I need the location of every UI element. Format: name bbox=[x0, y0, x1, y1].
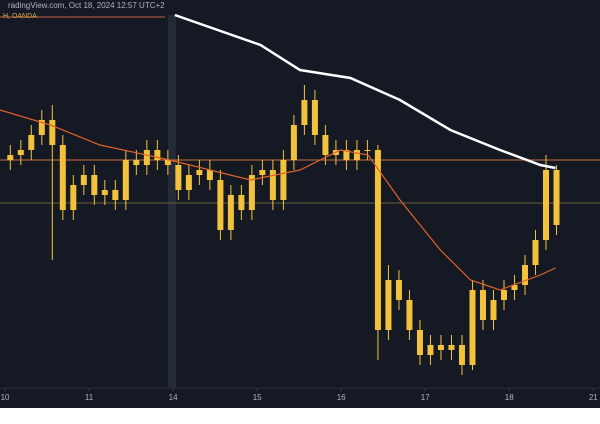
x-tick-label: 17 bbox=[421, 393, 430, 402]
moving-average bbox=[174, 13, 556, 170]
session-band bbox=[168, 15, 176, 388]
candle-body bbox=[59, 145, 66, 210]
candle-body bbox=[374, 150, 381, 330]
candle-body bbox=[322, 135, 329, 155]
candle-body bbox=[522, 265, 528, 285]
candle-body bbox=[479, 290, 486, 320]
candle-body bbox=[385, 280, 392, 330]
source-text: radingView.com, Oct 18, 2024 12:57 UTC+2 bbox=[8, 1, 165, 10]
candle-body bbox=[196, 170, 203, 175]
candle-body bbox=[154, 150, 161, 160]
candle-body bbox=[28, 135, 35, 150]
candle-body bbox=[133, 160, 140, 165]
candle-body bbox=[553, 170, 560, 225]
chart-background bbox=[0, 0, 600, 408]
x-tick-label: 15 bbox=[253, 393, 262, 402]
candle-body bbox=[91, 175, 98, 195]
candle-body bbox=[511, 285, 518, 290]
candle-body bbox=[311, 100, 318, 135]
candle-body bbox=[143, 150, 150, 165]
candle-body bbox=[353, 150, 360, 160]
candle-body bbox=[112, 190, 119, 200]
candle-body bbox=[280, 160, 287, 200]
candle-body bbox=[122, 160, 129, 200]
candle-body bbox=[406, 300, 413, 330]
candle-body bbox=[500, 290, 507, 300]
candle-body bbox=[175, 165, 182, 190]
candle-body bbox=[238, 195, 245, 210]
candle-body bbox=[259, 170, 266, 175]
x-tick-label: 16 bbox=[337, 393, 346, 402]
candle-body bbox=[206, 170, 213, 180]
candle-body bbox=[248, 175, 255, 210]
candle-body bbox=[164, 160, 171, 165]
candle-body bbox=[185, 175, 192, 190]
moving-average bbox=[0, 109, 556, 291]
candle-body bbox=[38, 120, 45, 135]
symbol-text: H, OANDA bbox=[3, 13, 37, 20]
candle-body bbox=[416, 330, 423, 355]
candle-body bbox=[343, 150, 350, 160]
candle-body bbox=[227, 195, 234, 230]
candle-body bbox=[532, 240, 539, 265]
candle-body bbox=[427, 345, 434, 355]
candle-body bbox=[490, 300, 497, 320]
candle-body bbox=[301, 100, 308, 125]
candle-body bbox=[458, 345, 465, 365]
candle-body bbox=[395, 280, 402, 300]
candle-body bbox=[437, 345, 444, 350]
candle-body bbox=[17, 150, 24, 155]
candle-body bbox=[543, 170, 550, 240]
candle-body bbox=[364, 150, 371, 151]
candle-body bbox=[217, 180, 224, 230]
candle-body bbox=[448, 345, 455, 350]
x-tick-label: 10 bbox=[1, 393, 10, 402]
candle-body bbox=[70, 185, 77, 210]
candle-body bbox=[469, 290, 476, 365]
x-tick-label: 14 bbox=[169, 393, 178, 402]
candle-body bbox=[269, 170, 276, 200]
x-tick-label: 18 bbox=[505, 393, 514, 402]
candle-body bbox=[49, 120, 56, 145]
candle-body bbox=[7, 155, 14, 160]
x-tick-label: 11 bbox=[85, 393, 94, 402]
x-tick-label: 21 bbox=[589, 393, 598, 402]
candle-body bbox=[290, 125, 297, 160]
candle-body bbox=[101, 190, 108, 195]
candle-body bbox=[80, 175, 87, 185]
